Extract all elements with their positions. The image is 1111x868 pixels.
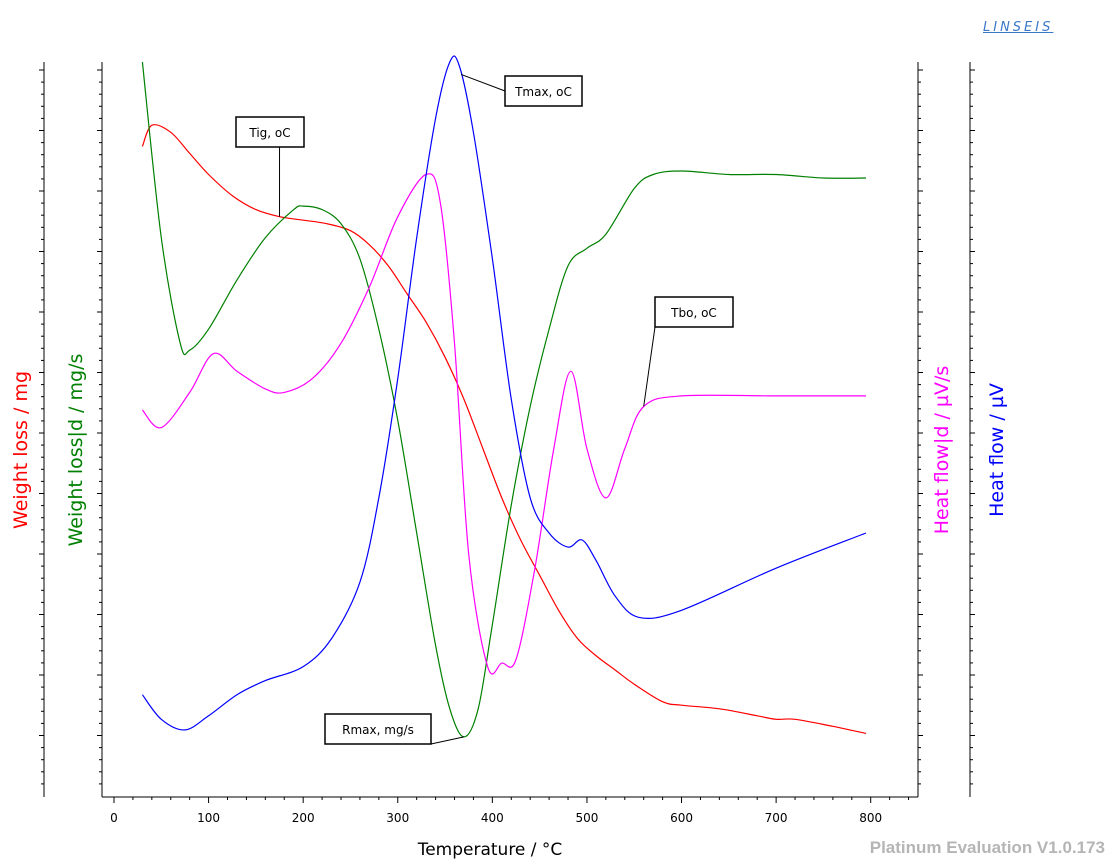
annotation-label: Tbo, oC (670, 306, 717, 320)
x-tick-label: 200 (292, 811, 315, 825)
version-label: Platinum Evaluation V1.0.173 (869, 838, 1105, 857)
x-tick-label: 500 (575, 811, 598, 825)
x-tick-label: 700 (765, 811, 788, 825)
x-axis-label: Temperature / °C (417, 840, 563, 860)
heat-flow-derivative-line (141, 173, 866, 675)
heat-flow-line (141, 55, 867, 731)
x-tick-label: 600 (670, 811, 693, 825)
annotation-leader (460, 73, 506, 92)
annotation-1: Tmax, oC (460, 73, 583, 107)
annotation-box (235, 116, 305, 148)
annotation-label: Rmax, mg/s (342, 723, 414, 737)
x-tick-label: 400 (481, 811, 504, 825)
y-axis-label-right-outer: Heat flow / µV (986, 383, 1008, 517)
y-axis-label-right-inner: Heat flow|d / µV/s (931, 366, 953, 535)
y-axis-label-left-outer: Weight loss / mg (10, 371, 32, 529)
annotation-leader (643, 326, 656, 407)
annotation-3: Rmax, mg/s (324, 713, 465, 745)
y-axis-label-left-inner: Weight loss|d / mg/s (65, 354, 87, 547)
annotation-box (654, 296, 734, 328)
x-tick-label: 100 (197, 811, 220, 825)
annotation-2: Tbo, oC (643, 296, 734, 407)
axis-weight-loss-derivative (97, 62, 103, 797)
annotation-0: Tig, oC (235, 116, 305, 217)
annotation-label: Tig, oC (248, 126, 290, 140)
axis-heat-flow (969, 62, 975, 797)
annotation-leader (430, 736, 465, 745)
x-axis: 0 100 200 300 400 500 600 700 800 Temperature / °… (102, 796, 918, 860)
x-tick-label: 0 (110, 811, 118, 825)
linseis-logo: LINSEIS (983, 20, 1054, 35)
annotation-box (324, 713, 432, 745)
weight-loss-derivative-line (141, 61, 867, 738)
x-tick-label: 800 (859, 811, 882, 825)
weight-loss-line (141, 124, 867, 734)
annotation-label: Tmax, oC (514, 85, 572, 99)
axis-weight-loss (39, 62, 45, 797)
annotation-box (504, 75, 583, 107)
x-tick-label: 300 (386, 811, 409, 825)
axis-heat-flow-derivative (917, 62, 923, 797)
